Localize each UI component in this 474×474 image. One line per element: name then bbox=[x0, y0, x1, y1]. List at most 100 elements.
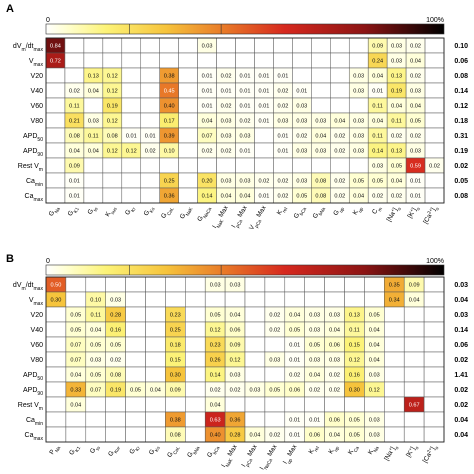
heatmap-cell bbox=[185, 366, 206, 383]
heatmap-cell bbox=[140, 37, 160, 54]
column-label: GK1 bbox=[68, 443, 81, 457]
cell-value-label: 0.01 bbox=[289, 433, 300, 439]
cell-value-label: 0.05 bbox=[210, 313, 221, 319]
cell-value-label: 0.01 bbox=[289, 343, 300, 349]
column-label: Kup bbox=[327, 443, 339, 456]
cell-value-label: 0.04 bbox=[70, 373, 81, 379]
heatmap-cell bbox=[292, 67, 312, 84]
cell-value-label: 0.03 bbox=[202, 44, 213, 50]
heatmap-cell bbox=[330, 67, 350, 84]
cell-value-label: 0.05 bbox=[353, 179, 364, 185]
heatmap-cell bbox=[216, 157, 236, 174]
heatmap-cell bbox=[224, 396, 246, 413]
cell-value-label: 0.05 bbox=[296, 194, 307, 200]
cell-value-label: 0.30 bbox=[170, 373, 181, 379]
row-label: Rest Vm bbox=[18, 163, 43, 173]
heatmap-cell bbox=[64, 52, 85, 69]
row-label: V40 bbox=[31, 327, 44, 334]
cell-value-label: 0.03 bbox=[329, 313, 340, 319]
heatmap-cell bbox=[45, 381, 67, 398]
cell-value-label: 0.11 bbox=[372, 104, 382, 110]
row-label: V80 bbox=[31, 357, 44, 364]
heatmap-cell bbox=[384, 381, 405, 398]
heatmap-cell bbox=[424, 52, 445, 69]
cell-value-label: 0.08 bbox=[315, 194, 326, 200]
cell-value-label: 0.02 bbox=[221, 149, 232, 155]
cell-value-label: 0.23 bbox=[170, 313, 181, 319]
row-total-label: 0.08 bbox=[454, 73, 468, 80]
heatmap-cell bbox=[140, 67, 160, 84]
cell-value-label: 0.01 bbox=[240, 89, 251, 95]
cell-value-label: 0.35 bbox=[389, 283, 400, 289]
heatmap-cell bbox=[235, 52, 255, 69]
heatmap-cell bbox=[204, 291, 226, 308]
heatmap-cell bbox=[330, 52, 350, 69]
row-total-label: 0.14 bbox=[454, 88, 468, 95]
row-label: V20 bbox=[31, 312, 44, 319]
heatmap-cell bbox=[224, 291, 246, 308]
heatmap-cells: 0.84 0.03 0.09 0.03 0.02 0.72 0.24 0.03 0.04 0.13… bbox=[45, 37, 445, 204]
cell-value-label: 0.03 bbox=[410, 149, 421, 155]
cell-value-label: 0.02 bbox=[334, 149, 345, 155]
cell-value-label: 0.02 bbox=[410, 74, 421, 80]
cell-value-label: 0.04 bbox=[150, 388, 161, 394]
heatmap-cell bbox=[292, 157, 312, 174]
heatmap-cell bbox=[254, 52, 274, 69]
cell-value-label: 0.03 bbox=[230, 373, 241, 379]
heatmap-cell bbox=[140, 112, 160, 129]
cell-value-label: 0.04 bbox=[391, 104, 402, 110]
cell-value-label: 0.05 bbox=[349, 418, 360, 424]
cell-value-label: 0.25 bbox=[170, 328, 181, 334]
heatmap-cell bbox=[83, 157, 104, 174]
column-label: GKur bbox=[107, 443, 121, 458]
cell-value-label: 0.02 bbox=[329, 388, 340, 394]
heatmap-cell bbox=[125, 276, 146, 293]
heatmap-cell bbox=[292, 37, 312, 54]
heatmap-cell bbox=[244, 396, 266, 413]
heatmap-cell bbox=[145, 291, 166, 308]
cell-value-label: 0.14 bbox=[202, 194, 213, 200]
column-label: GbNa bbox=[186, 443, 200, 459]
cell-value-label: 0.12 bbox=[107, 119, 118, 125]
heatmap-cell bbox=[45, 306, 67, 323]
heatmap-cell bbox=[140, 187, 160, 204]
row-total-label: 0.10 bbox=[454, 43, 468, 50]
cell-value-label: 0.11 bbox=[372, 134, 382, 140]
cell-value-label: 0.40 bbox=[210, 433, 221, 439]
colorbar-min-label: 0 bbox=[46, 258, 50, 265]
heatmap-cell bbox=[244, 306, 266, 323]
heatmap-cell bbox=[284, 291, 305, 308]
cell-value-label: 0.03 bbox=[391, 59, 402, 65]
row-label: Vmax bbox=[29, 297, 44, 307]
heatmap-cell bbox=[65, 276, 87, 293]
cell-value-label: 0.04 bbox=[353, 194, 364, 200]
cell-value-label: 0.23 bbox=[210, 343, 221, 349]
cell-value-label: 0.13 bbox=[391, 74, 402, 80]
cell-value-label: 0.01 bbox=[259, 74, 270, 80]
cell-value-label: 0.02 bbox=[391, 194, 402, 200]
heatmap-cell bbox=[102, 52, 123, 69]
heatmap-cell bbox=[348, 157, 369, 174]
column-label: IpCa Max bbox=[240, 443, 260, 469]
heatmap-cell bbox=[403, 336, 425, 353]
cell-value-label: 0.03 bbox=[110, 298, 121, 304]
cell-value-label: 0.02 bbox=[309, 388, 320, 394]
cell-value-label: 0.05 bbox=[309, 343, 320, 349]
heatmap-cell bbox=[254, 37, 274, 54]
cell-value-label: 0.02 bbox=[230, 388, 241, 394]
colorbar-gradient bbox=[45, 23, 445, 35]
heatmap-cell bbox=[254, 142, 274, 159]
heatmap-cell bbox=[102, 187, 123, 204]
heatmap-cell bbox=[330, 82, 350, 99]
cell-value-label: 0.03 bbox=[88, 119, 99, 125]
heatmap-cell bbox=[264, 276, 286, 293]
cell-value-label: 0.01 bbox=[202, 89, 213, 95]
heatmap-cell bbox=[273, 37, 293, 54]
cell-value-label: 0.50 bbox=[51, 283, 62, 289]
heatmap-cell bbox=[178, 67, 198, 84]
column-label: GbCa bbox=[293, 204, 307, 220]
heatmap-cell bbox=[145, 306, 166, 323]
row-label: dVm/dtmax bbox=[13, 43, 44, 53]
cell-value-label: 0.02 bbox=[429, 164, 440, 170]
